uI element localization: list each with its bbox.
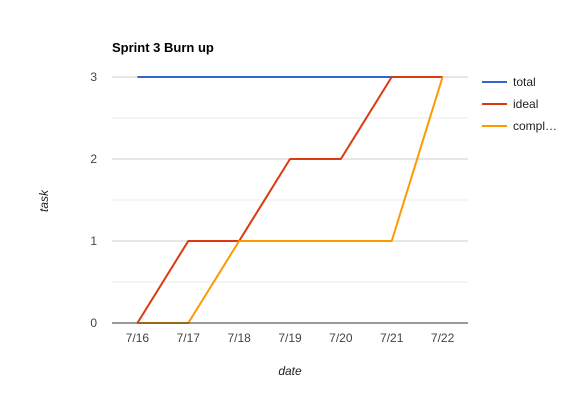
y-tick-label: 3 xyxy=(90,70,97,84)
y-tick-labels: 0 1 2 3 xyxy=(90,70,97,330)
y-axis-title: task xyxy=(37,189,51,212)
x-tick-label: 7/17 xyxy=(177,331,201,345)
x-tick-label: 7/19 xyxy=(278,331,302,345)
legend-label: ideal xyxy=(513,97,538,111)
y-tick-label: 0 xyxy=(90,316,97,330)
x-tick-labels: 7/16 7/17 7/18 7/19 7/20 7/21 7/22 xyxy=(126,331,455,345)
legend: total ideal compl… xyxy=(482,75,557,133)
legend-label: total xyxy=(513,75,536,89)
legend-label: compl… xyxy=(513,119,557,133)
gridlines xyxy=(112,77,468,282)
x-tick-label: 7/21 xyxy=(380,331,404,345)
chart-title: Sprint 3 Burn up xyxy=(112,40,214,55)
x-tick-label: 7/20 xyxy=(329,331,353,345)
y-tick-label: 1 xyxy=(90,234,97,248)
x-tick-label: 7/16 xyxy=(126,331,150,345)
x-tick-label: 7/18 xyxy=(227,331,251,345)
x-axis-title: date xyxy=(278,364,302,378)
x-tick-label: 7/22 xyxy=(431,331,455,345)
y-tick-label: 2 xyxy=(90,152,97,166)
